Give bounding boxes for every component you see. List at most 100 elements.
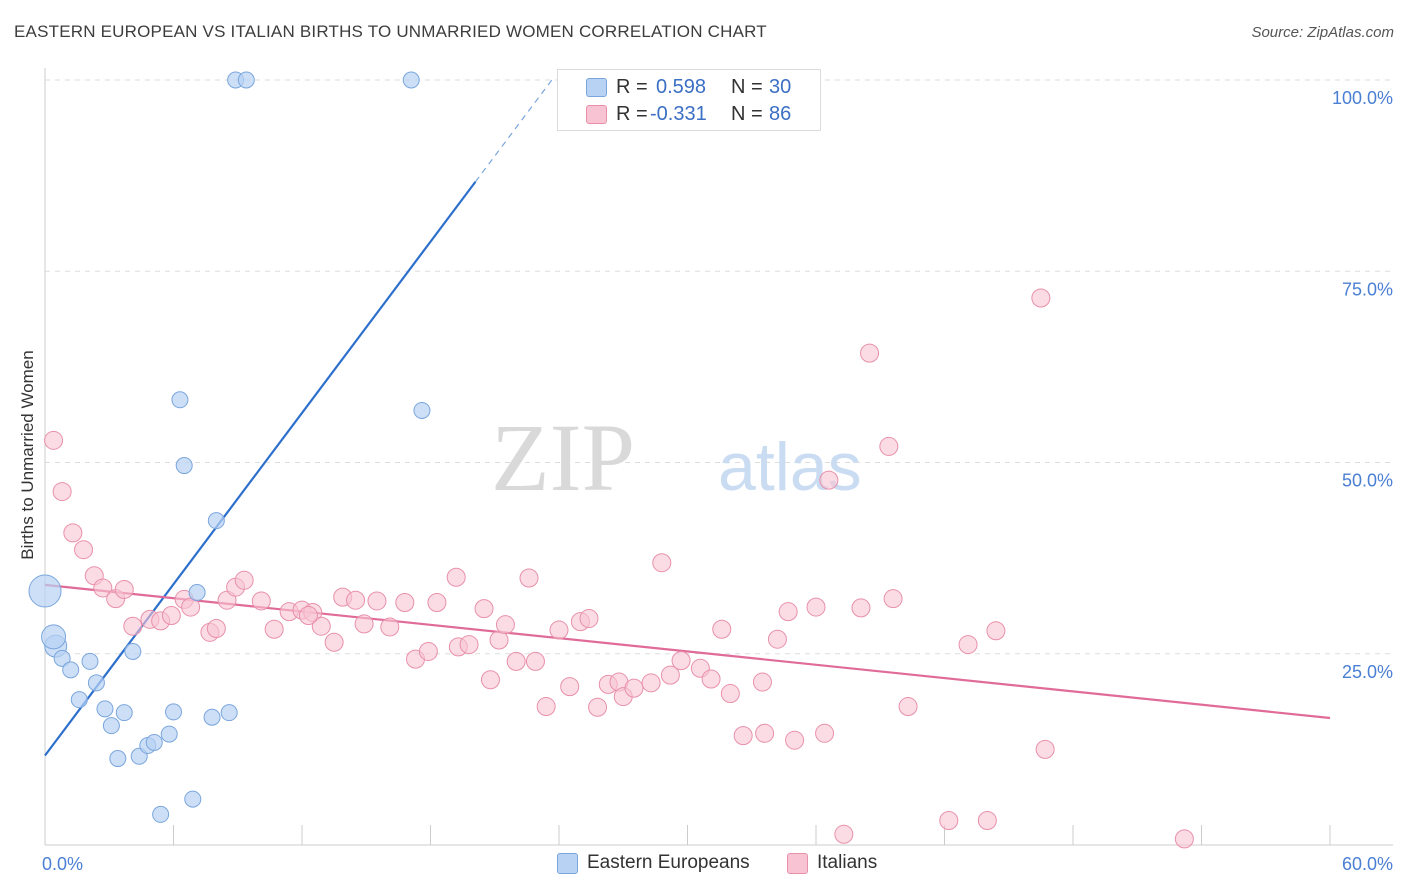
point-eastern bbox=[62, 661, 80, 679]
point-italian bbox=[1174, 829, 1194, 849]
legend-r-label: R = bbox=[616, 102, 648, 125]
point-italian bbox=[549, 620, 569, 640]
trend-line-eastern-extension bbox=[474, 78, 554, 183]
point-eastern bbox=[109, 750, 127, 768]
point-italian bbox=[819, 470, 839, 490]
point-italian bbox=[324, 632, 344, 652]
point-italian bbox=[720, 684, 740, 704]
legend-n-label: N = bbox=[731, 102, 763, 125]
point-italian bbox=[52, 482, 72, 502]
point-italian bbox=[785, 730, 805, 750]
point-italian bbox=[733, 726, 753, 746]
point-eastern bbox=[96, 700, 114, 718]
point-italian bbox=[495, 615, 515, 635]
y-tick-label: 50.0% bbox=[1342, 471, 1393, 491]
y-tick-label: 25.0% bbox=[1342, 662, 1393, 682]
point-italian bbox=[395, 592, 415, 612]
point-italian bbox=[624, 678, 644, 698]
point-italian bbox=[1031, 288, 1051, 308]
legend-r-value: 0.598 bbox=[656, 75, 707, 98]
point-italian bbox=[641, 673, 661, 693]
point-eastern bbox=[175, 457, 193, 475]
point-eastern bbox=[152, 805, 170, 823]
bottom-legend-swatch-pink bbox=[787, 853, 808, 874]
point-eastern bbox=[145, 733, 163, 751]
point-italian bbox=[354, 614, 374, 634]
bottom-legend-label: Eastern Europeans bbox=[587, 852, 750, 873]
point-eastern bbox=[102, 717, 120, 735]
point-eastern bbox=[165, 703, 182, 721]
point-eastern bbox=[203, 708, 221, 726]
point-italian bbox=[93, 578, 113, 598]
point-italian bbox=[986, 621, 1006, 641]
point-italian bbox=[815, 723, 835, 743]
point-italian bbox=[755, 723, 775, 743]
point-italian bbox=[114, 579, 134, 599]
point-italian bbox=[660, 665, 680, 685]
trend-line-eastern bbox=[44, 181, 477, 757]
point-italian bbox=[427, 592, 447, 612]
point-italian bbox=[671, 651, 691, 671]
grid-lines bbox=[45, 79, 1393, 655]
point-eastern bbox=[53, 649, 71, 667]
y-tick-label: 100.0% bbox=[1332, 88, 1393, 108]
correlation-legend: R = 0.598 N = 30 R = -0.331 N = 86 bbox=[557, 69, 821, 131]
point-italian bbox=[474, 599, 494, 619]
point-eastern bbox=[70, 691, 88, 709]
x-tick-label: 0.0% bbox=[42, 854, 83, 874]
point-eastern bbox=[184, 790, 202, 808]
point-italian bbox=[459, 635, 479, 655]
point-italian bbox=[701, 669, 721, 689]
point-italian bbox=[380, 617, 400, 637]
legend-n-label: N = bbox=[731, 75, 763, 98]
legend-swatch-pink bbox=[586, 105, 607, 124]
point-italian bbox=[123, 616, 143, 636]
point-eastern bbox=[87, 674, 105, 692]
point-eastern bbox=[413, 401, 431, 419]
point-italian bbox=[879, 436, 899, 456]
point-italian bbox=[506, 651, 526, 671]
point-italian bbox=[206, 619, 226, 639]
bottom-legend-swatch-blue bbox=[557, 853, 578, 874]
point-eastern bbox=[115, 704, 133, 722]
point-italian bbox=[525, 651, 545, 671]
point-italian bbox=[588, 697, 608, 717]
legend-n-value: 30 bbox=[769, 75, 792, 98]
point-italian bbox=[298, 606, 318, 625]
point-italian bbox=[161, 606, 181, 625]
point-italian bbox=[851, 598, 871, 618]
point-italian bbox=[446, 567, 466, 587]
point-eastern bbox=[220, 704, 238, 722]
point-italian bbox=[74, 540, 94, 560]
y-tick-label: 75.0% bbox=[1342, 279, 1393, 299]
point-eastern bbox=[237, 71, 255, 89]
point-italian bbox=[63, 523, 83, 543]
chart-title: EASTERN EUROPEAN VS ITALIAN BIRTHS TO UN… bbox=[14, 22, 767, 41]
point-italian bbox=[939, 811, 959, 831]
x-tick-label: 60.0% bbox=[1342, 854, 1393, 874]
point-italian bbox=[560, 677, 580, 697]
point-eastern bbox=[28, 574, 62, 608]
point-eastern bbox=[81, 652, 99, 670]
point-eastern bbox=[160, 725, 178, 743]
point-eastern bbox=[207, 512, 225, 530]
point-italian bbox=[752, 672, 772, 692]
tick-labels: 25.0% 50.0% 75.0% 100.0% 0.0% 60.0% bbox=[42, 88, 1393, 874]
point-italian bbox=[264, 619, 284, 639]
point-italian bbox=[652, 553, 672, 573]
point-italian bbox=[778, 602, 798, 622]
point-italian bbox=[579, 609, 599, 629]
point-italian bbox=[519, 568, 539, 588]
legend-r-value: -0.331 bbox=[650, 102, 707, 125]
point-italian bbox=[977, 811, 997, 831]
point-italian bbox=[418, 641, 438, 661]
point-italian bbox=[346, 590, 366, 610]
point-eastern bbox=[124, 642, 142, 660]
bottom-legend-label: Italians bbox=[817, 852, 878, 873]
point-italian bbox=[44, 430, 64, 450]
watermark-atlas: atlas bbox=[718, 429, 862, 505]
point-italian bbox=[883, 589, 903, 609]
point-eastern bbox=[41, 624, 67, 650]
legend-n-value: 86 bbox=[769, 102, 792, 125]
